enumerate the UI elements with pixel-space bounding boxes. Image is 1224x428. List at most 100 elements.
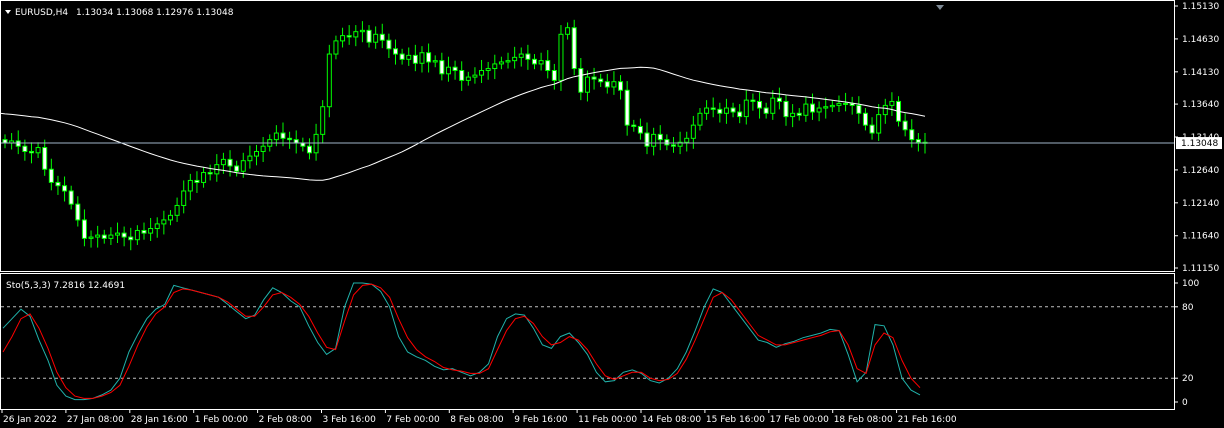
candle-bull bbox=[770, 97, 776, 114]
candle-bull bbox=[220, 158, 226, 166]
price-tick-label: 1.14630 bbox=[1182, 35, 1219, 45]
time-tick-label: 26 Jan 2022 bbox=[3, 415, 57, 425]
stochastic-main-line bbox=[2, 282, 921, 401]
candle-bull bbox=[88, 236, 94, 239]
candle-bear bbox=[306, 145, 312, 154]
ohlc-readout: 1.13034 1.13068 1.12976 1.13048 bbox=[76, 8, 234, 18]
candle-bull bbox=[876, 114, 882, 134]
candle-bull bbox=[485, 68, 491, 72]
candle-bear bbox=[207, 172, 213, 175]
candle-bull bbox=[816, 107, 822, 113]
candle-bear bbox=[15, 140, 21, 147]
candle-bear bbox=[757, 100, 763, 109]
collapse-triangle-icon[interactable] bbox=[5, 10, 11, 14]
candle-bear bbox=[856, 104, 862, 114]
candle-bear bbox=[293, 139, 299, 144]
price-tick-label: 1.11640 bbox=[1182, 232, 1219, 242]
candle-bear bbox=[62, 185, 68, 192]
shift-marker-icon[interactable] bbox=[936, 5, 944, 10]
candle-bear bbox=[637, 125, 643, 134]
time-tick-label: 1 Feb 00:00 bbox=[195, 415, 249, 425]
oscillator-tick-label: 0 bbox=[1182, 398, 1188, 408]
candle-bull bbox=[115, 232, 121, 236]
candle-bear bbox=[75, 203, 81, 221]
candle-bear bbox=[386, 39, 392, 50]
price-tick-label: 1.12140 bbox=[1182, 199, 1219, 209]
price-tick-label: 1.11150 bbox=[1182, 264, 1219, 274]
candle-bull bbox=[512, 56, 518, 62]
candle-bull bbox=[247, 155, 253, 162]
time-tick-label: 17 Feb 00:00 bbox=[770, 415, 829, 425]
candle-bear bbox=[439, 60, 445, 75]
candle-bull bbox=[326, 53, 332, 108]
time-tick-label: 21 Feb 16:00 bbox=[898, 415, 957, 425]
candle-bull bbox=[148, 228, 154, 234]
price-tick-label: 1.14130 bbox=[1182, 68, 1219, 78]
candle-bear bbox=[776, 97, 782, 102]
candle-bear bbox=[22, 145, 28, 152]
candle-bull bbox=[677, 141, 683, 147]
candle-bull bbox=[201, 172, 207, 183]
candle-bull bbox=[419, 52, 425, 64]
candle-bull bbox=[445, 66, 451, 75]
time-tick-label: 27 Jan 08:00 bbox=[67, 415, 124, 425]
candle-bear bbox=[909, 129, 915, 141]
candle-bull bbox=[697, 112, 703, 126]
oscillator-tick-label: 20 bbox=[1182, 374, 1194, 384]
candle-bull bbox=[584, 76, 590, 93]
candle-bull bbox=[373, 33, 379, 43]
candle-bear bbox=[128, 236, 134, 241]
candle-bear bbox=[783, 100, 789, 118]
candle-bear bbox=[101, 234, 107, 239]
candle-bear bbox=[121, 232, 127, 238]
time-tick-label: 8 Feb 08:00 bbox=[450, 415, 504, 425]
candle-bull bbox=[108, 234, 114, 239]
candle-bull bbox=[472, 74, 478, 78]
candle-bull bbox=[35, 147, 41, 154]
candle-bull bbox=[651, 133, 657, 147]
time-tick-label: 28 Jan 16:00 bbox=[131, 415, 188, 425]
candle-bear bbox=[809, 103, 815, 113]
candle-bull bbox=[465, 76, 471, 81]
main-chart-frame bbox=[0, 0, 1175, 272]
candle-bear bbox=[902, 120, 908, 131]
time-tick-label: 14 Feb 08:00 bbox=[642, 415, 701, 425]
time-tick-label: 9 Feb 16:00 bbox=[514, 415, 568, 425]
candle-bear bbox=[42, 147, 48, 170]
candle-bear bbox=[618, 81, 624, 91]
candle-bull bbox=[790, 112, 796, 118]
oscillator-frame bbox=[0, 273, 1175, 410]
candle-bear bbox=[571, 27, 577, 70]
candle-bull bbox=[167, 214, 173, 221]
candle-bear bbox=[194, 179, 200, 183]
candle-bull bbox=[333, 40, 339, 55]
candle-bull bbox=[240, 160, 246, 172]
candle-bear bbox=[631, 124, 637, 127]
candle-bear bbox=[710, 107, 716, 110]
candle-bear bbox=[393, 48, 399, 55]
candle-bear bbox=[737, 111, 743, 118]
candle-bear bbox=[862, 112, 868, 126]
candle-bear bbox=[379, 33, 385, 41]
moving-average-line bbox=[0, 66, 926, 181]
time-tick-label: 2 Feb 08:00 bbox=[259, 415, 313, 425]
candle-bear bbox=[644, 132, 650, 147]
candle-bear bbox=[28, 150, 34, 154]
candle-bull bbox=[704, 107, 710, 114]
main-plot bbox=[0, 19, 1174, 251]
candle-bull bbox=[882, 104, 888, 116]
candle-bull bbox=[479, 70, 485, 76]
current-price-label: 1.13048 bbox=[1181, 139, 1218, 149]
candle-bear bbox=[287, 137, 293, 141]
candle-bear bbox=[399, 53, 405, 60]
candle-bull bbox=[492, 63, 498, 70]
candle-bull bbox=[174, 204, 180, 216]
candle-bull bbox=[254, 150, 260, 157]
candle-bear bbox=[551, 70, 557, 81]
candle-bear bbox=[598, 78, 604, 83]
candle-bull bbox=[611, 81, 617, 88]
candle-bear bbox=[545, 60, 551, 72]
candle-bull bbox=[723, 107, 729, 114]
